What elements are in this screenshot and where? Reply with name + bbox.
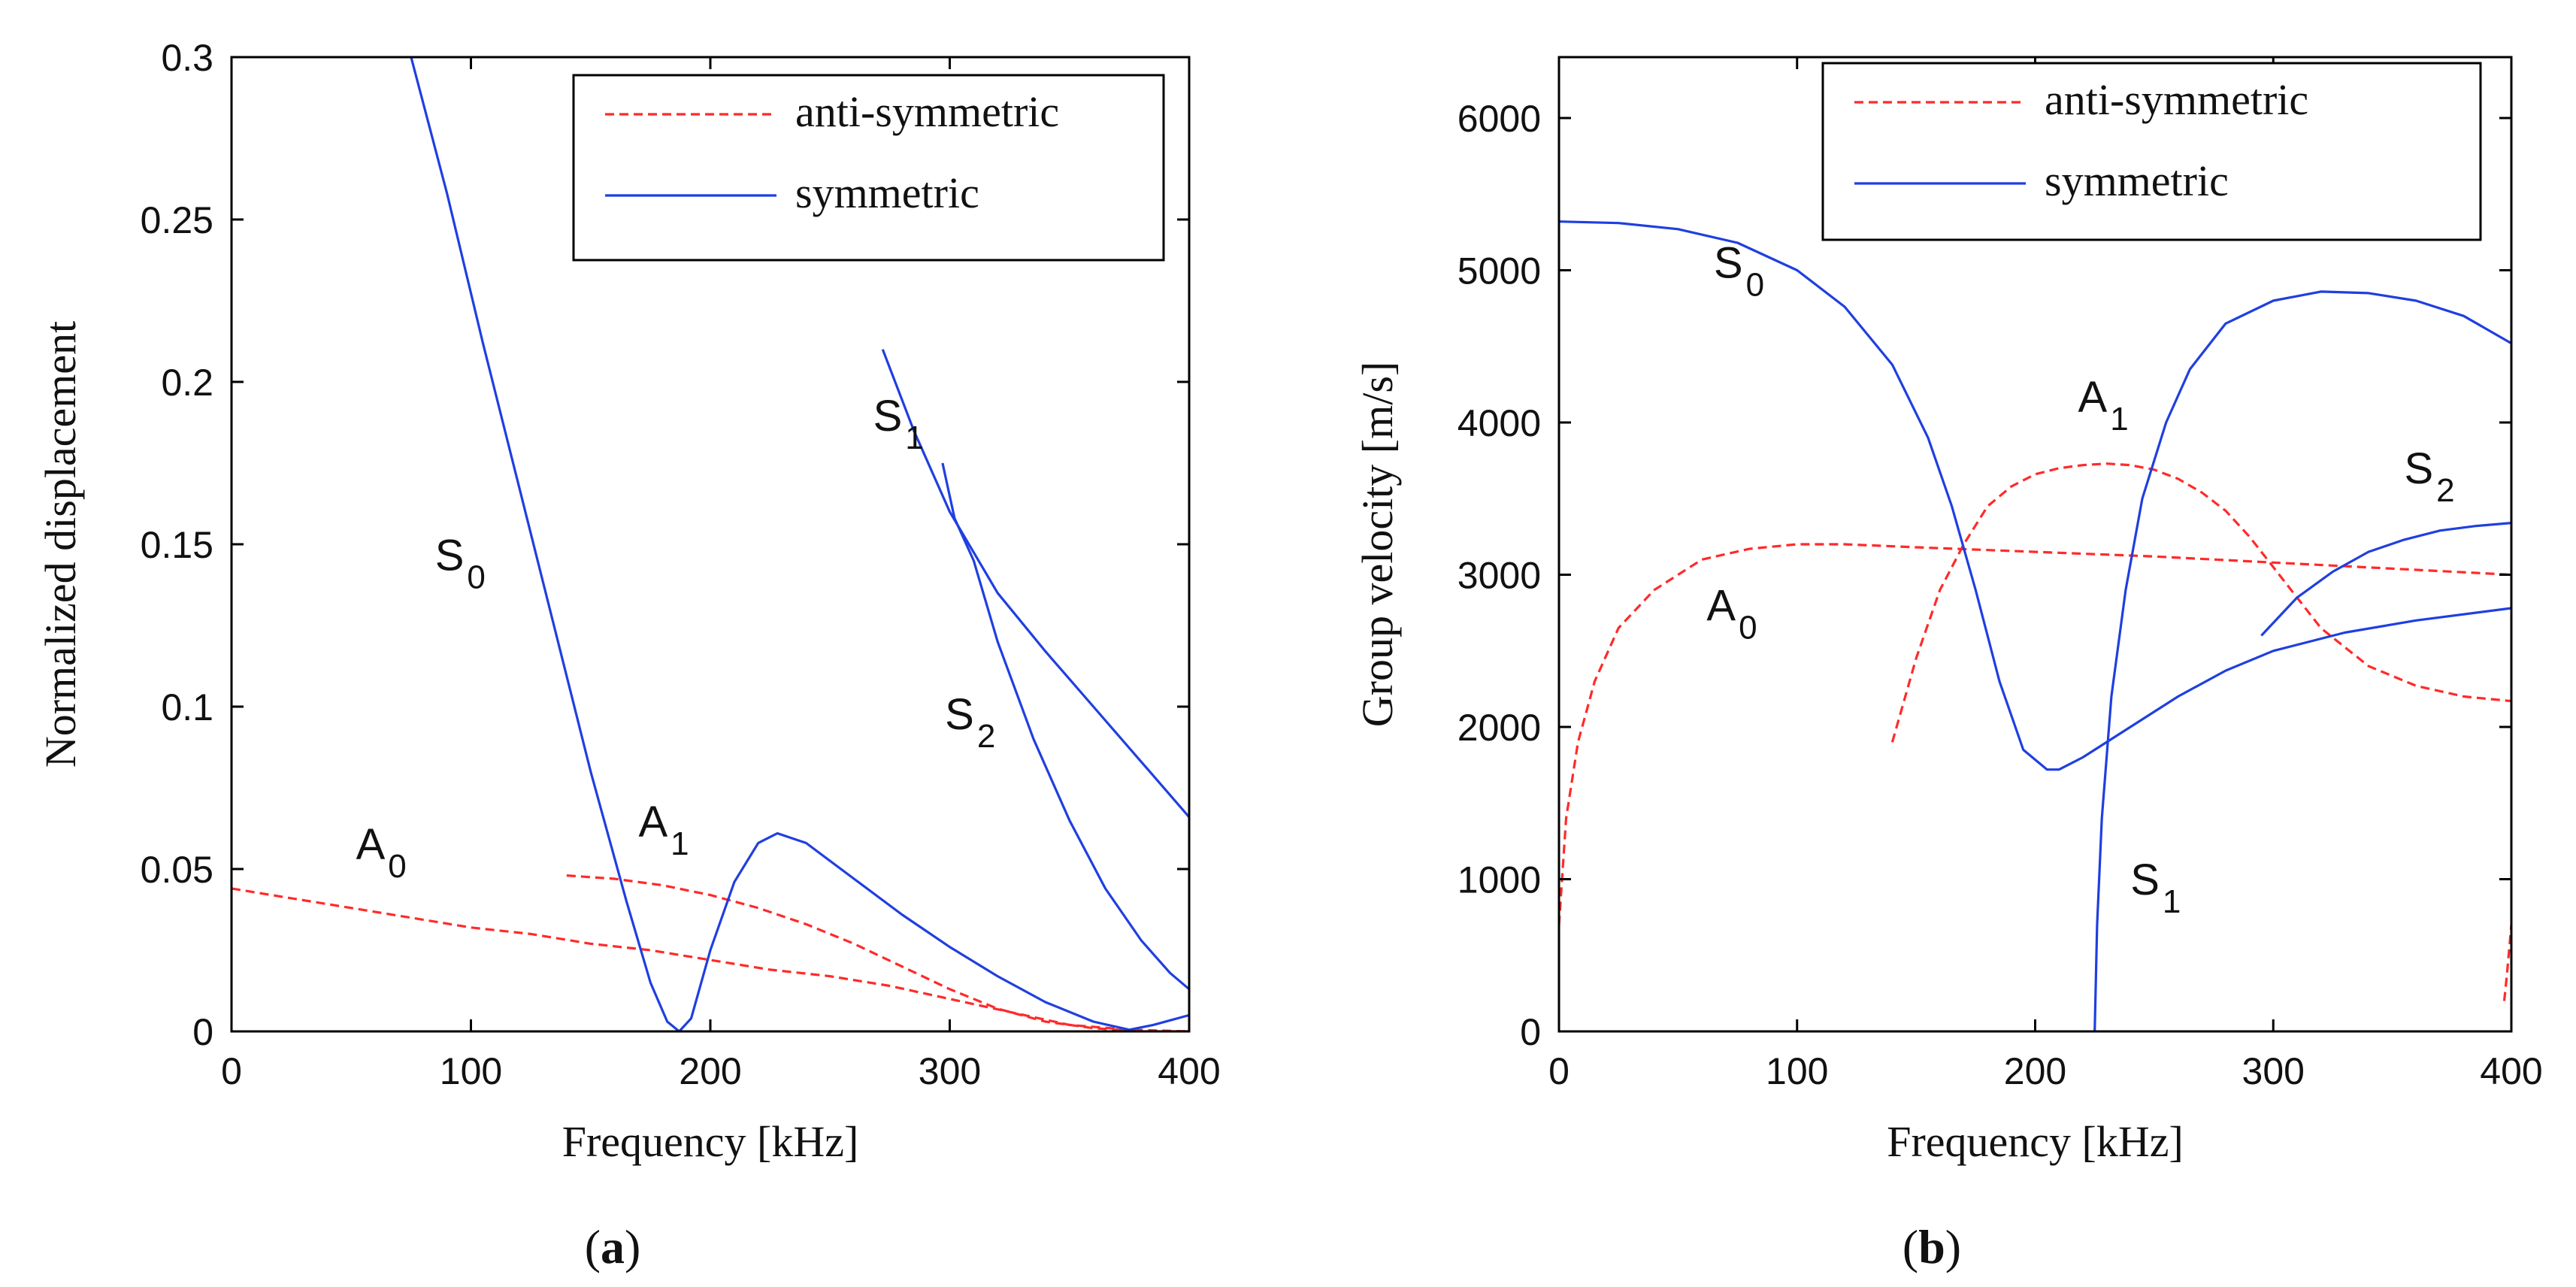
series-s2-line [2260, 522, 2511, 637]
x-tick-label: 200 [2004, 1050, 2066, 1092]
y-tick-label: 0.25 [141, 199, 213, 241]
mode-label-s1: S1 [2130, 855, 2181, 920]
legend-box [572, 74, 1165, 262]
x-axis-title: Frequency [kHz] [1887, 1117, 2184, 1166]
mode-label-a0: A0 [356, 820, 407, 885]
x-tick-label: 400 [1158, 1050, 1220, 1092]
y-tick-label: 1000 [1458, 859, 1541, 901]
y-tick-label: 0.05 [141, 849, 213, 891]
x-tick-label: 100 [440, 1050, 502, 1092]
legend-label: symmetric [2045, 156, 2229, 205]
x-tick-label: 100 [1766, 1050, 1828, 1092]
y-tick-label: 5000 [1458, 250, 1541, 292]
series-group [232, 57, 1189, 1031]
mode-label-a1: A1 [2078, 373, 2129, 438]
legend-label: anti-symmetric [2045, 75, 2308, 124]
x-axis-title: Frequency [kHz] [562, 1117, 859, 1166]
y-axis-title: Normalized displacement [36, 321, 85, 768]
y-tick-label: 0 [1520, 1011, 1541, 1053]
panel-b: 0 100 200 300 4000100020003000400050006000Fr… [1353, 56, 2543, 1273]
y-axis-title: Group velocity [m/s] [1353, 362, 1402, 727]
y-tick-label: 0.2 [161, 362, 213, 404]
mode-label-s0: S0 [1714, 239, 1764, 304]
mode-label-s1: S1 [873, 392, 924, 456]
series-s0-line [410, 57, 1189, 1031]
series-s1-line [2093, 290, 2511, 1031]
y-tick-label: 0.3 [161, 37, 213, 79]
legend: anti-symmetric symmetric [1821, 62, 2482, 241]
y-tick-label: 3000 [1458, 555, 1541, 597]
panel-caption: (a) [585, 1220, 641, 1273]
y-tick-label: 2000 [1458, 707, 1541, 749]
x-tick-label: 200 [679, 1050, 741, 1092]
series-s0-line [1559, 220, 2511, 771]
mode-label-s2: S2 [945, 690, 995, 755]
series-s1-line [881, 349, 1189, 818]
panel-a: 0 100 200 300 400 0 0.05 0.1 0.15 0.2 0.25 0.3 Frequ… [36, 37, 1221, 1273]
legend-box [1821, 62, 2482, 241]
mode-label-a0: A0 [1706, 581, 1757, 646]
mode-label-a1: A1 [638, 798, 689, 862]
legend-label: symmetric [795, 168, 979, 217]
x-tick-label: 0 [221, 1050, 242, 1092]
series-a1-line [566, 874, 1189, 1031]
series-a2-line [2502, 925, 2511, 1001]
x-tick-label: 300 [2242, 1050, 2305, 1092]
y-tick-label: 4000 [1458, 402, 1541, 444]
series-group [1559, 220, 2511, 1031]
series-a1-line [1890, 462, 2511, 743]
x-tick-label: 400 [2480, 1050, 2542, 1092]
x-tick-label: 300 [919, 1050, 981, 1092]
y-tick-label: 0 [192, 1011, 213, 1053]
series-a0-line [1559, 543, 2511, 925]
panel-caption: (b) [1902, 1220, 1961, 1273]
mode-label-s2: S2 [2404, 444, 2454, 509]
mode-label-s0: S0 [435, 531, 486, 596]
legend-label: anti-symmetric [795, 87, 1059, 136]
y-tick-label: 0.15 [141, 524, 213, 566]
series-s2-line [941, 462, 1189, 991]
x-tick-label: 0 [1548, 1050, 1570, 1092]
y-tick-label: 0.1 [161, 686, 213, 728]
series-a0-line [232, 887, 1189, 1031]
legend: anti-symmetric symmetric [572, 74, 1165, 262]
y-tick-label: 6000 [1458, 98, 1541, 140]
